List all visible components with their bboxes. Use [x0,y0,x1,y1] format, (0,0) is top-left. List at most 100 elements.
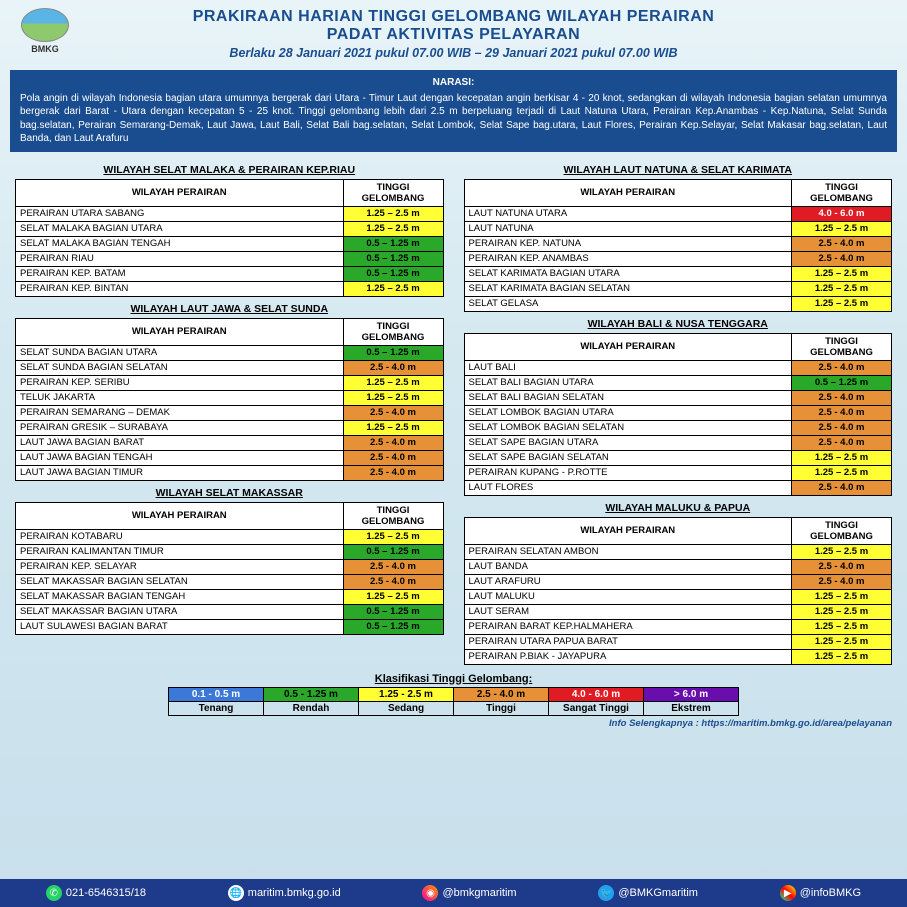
area-name: PERAIRAN KEP. ANAMBAS [464,251,792,266]
col-header-area: WILAYAH PERAIRAN [16,318,344,345]
area-name: PERAIRAN SELATAN AMBON [464,544,792,559]
area-name: LAUT MALUKU [464,589,792,604]
legend-range: > 6.0 m [644,687,739,701]
narasi-box: NARASI: Pola angin di wilayah Indonesia … [10,70,897,152]
area-name: SELAT SUNDA BAGIAN UTARA [16,345,344,360]
section-title: WILAYAH LAUT JAWA & SELAT SUNDA [15,303,444,315]
section-title: WILAYAH MALUKU & PAPUA [464,502,893,514]
wave-height: 1.25 – 2.5 m [343,529,443,544]
area-name: PERAIRAN RIAU [16,251,344,266]
area-name: SELAT MAKASSAR BAGIAN SELATAN [16,574,344,589]
legend-table: 0.1 - 0.5 m0.5 - 1.25 m1.25 - 2.5 m2.5 -… [168,687,739,716]
wave-height: 1.25 – 2.5 m [343,221,443,236]
area-name: SELAT BALI BAGIAN UTARA [464,375,792,390]
table-row: PERAIRAN KOTABARU1.25 – 2.5 m [16,529,444,544]
table-row: LAUT SERAM1.25 – 2.5 m [464,604,892,619]
table-row: PERAIRAN UTARA PAPUA BARAT1.25 – 2.5 m [464,634,892,649]
area-name: SELAT LOMBOK BAGIAN SELATAN [464,420,792,435]
area-name: LAUT SULAWESI BAGIAN BARAT [16,619,344,634]
wave-table: WILAYAH PERAIRANTINGGI GELOMBANGLAUT NAT… [464,179,893,312]
table-row: PERAIRAN RIAU0.5 – 1.25 m [16,251,444,266]
tables-columns: WILAYAH SELAT MALAKA & PERAIRAN KEP.RIAU… [0,158,907,665]
instagram-icon: ◉ [422,885,438,901]
legend-label: Sangat Tinggi [549,701,644,715]
area-name: PERAIRAN GRESIK – SURABAYA [16,420,344,435]
area-name: LAUT BANDA [464,559,792,574]
wave-height: 1.25 – 2.5 m [343,375,443,390]
wave-height: 0.5 – 1.25 m [343,236,443,251]
table-row: LAUT BANDA2.5 - 4.0 m [464,559,892,574]
wave-height: 1.25 – 2.5 m [792,589,892,604]
area-name: PERAIRAN P.BIAK - JAYAPURA [464,649,792,664]
twitter-icon: 🐦 [598,885,614,901]
area-name: SELAT SAPE BAGIAN SELATAN [464,450,792,465]
table-row: LAUT FLORES2.5 - 4.0 m [464,480,892,495]
area-name: SELAT MAKASSAR BAGIAN UTARA [16,604,344,619]
table-row: PERAIRAN KALIMANTAN TIMUR0.5 – 1.25 m [16,544,444,559]
wave-table: WILAYAH PERAIRANTINGGI GELOMBANGPERAIRAN… [464,517,893,665]
legend-label: Tinggi [454,701,549,715]
section-title: WILAYAH SELAT MALAKA & PERAIRAN KEP.RIAU [15,164,444,176]
wave-height: 1.25 – 2.5 m [792,465,892,480]
validity-subtitle: Berlaku 28 Januari 2021 pukul 07.00 WIB … [10,46,897,60]
wave-height: 1.25 – 2.5 m [343,281,443,296]
area-name: LAUT FLORES [464,480,792,495]
area-name: LAUT ARAFURU [464,574,792,589]
table-row: SELAT SAPE BAGIAN UTARA2.5 - 4.0 m [464,435,892,450]
wave-height: 2.5 - 4.0 m [343,450,443,465]
legend-range: 2.5 - 4.0 m [454,687,549,701]
table-row: PERAIRAN SELATAN AMBON1.25 – 2.5 m [464,544,892,559]
wave-height: 2.5 - 4.0 m [343,559,443,574]
area-name: SELAT GELASA [464,296,792,311]
table-row: PERAIRAN KEP. SELAYAR2.5 - 4.0 m [16,559,444,574]
table-row: SELAT MAKASSAR BAGIAN SELATAN2.5 - 4.0 m [16,574,444,589]
table-row: LAUT JAWA BAGIAN BARAT2.5 - 4.0 m [16,435,444,450]
legend-label: Ekstrem [644,701,739,715]
area-name: SELAT MALAKA BAGIAN UTARA [16,221,344,236]
area-name: LAUT JAWA BAGIAN TENGAH [16,450,344,465]
table-row: SELAT SUNDA BAGIAN UTARA0.5 – 1.25 m [16,345,444,360]
wave-height: 1.25 – 2.5 m [343,420,443,435]
table-row: TELUK JAKARTA1.25 – 2.5 m [16,390,444,405]
area-name: SELAT MALAKA BAGIAN TENGAH [16,236,344,251]
table-row: SELAT MAKASSAR BAGIAN TENGAH1.25 – 2.5 m [16,589,444,604]
col-header-height: TINGGI GELOMBANG [343,179,443,206]
wave-height: 0.5 – 1.25 m [343,544,443,559]
legend-range: 4.0 - 6.0 m [549,687,644,701]
wave-height: 1.25 – 2.5 m [792,649,892,664]
legend: Klasifikasi Tinggi Gelombang: 0.1 - 0.5 … [15,673,892,716]
legend-range: 0.5 - 1.25 m [264,687,359,701]
table-row: LAUT ARAFURU2.5 - 4.0 m [464,574,892,589]
table-row: LAUT JAWA BAGIAN TIMUR2.5 - 4.0 m [16,465,444,480]
area-name: LAUT NATUNA UTARA [464,206,792,221]
wave-height: 2.5 - 4.0 m [792,390,892,405]
col-header-height: TINGGI GELOMBANG [792,517,892,544]
area-name: PERAIRAN UTARA PAPUA BARAT [464,634,792,649]
table-row: SELAT LOMBOK BAGIAN UTARA2.5 - 4.0 m [464,405,892,420]
wave-height: 0.5 – 1.25 m [343,266,443,281]
wave-height: 2.5 - 4.0 m [343,435,443,450]
wave-height: 1.25 – 2.5 m [792,450,892,465]
table-row: PERAIRAN KEP. NATUNA2.5 - 4.0 m [464,236,892,251]
table-row: SELAT SAPE BAGIAN SELATAN1.25 – 2.5 m [464,450,892,465]
footer-instagram: ◉@bmkgmaritim [422,885,516,901]
table-row: SELAT MALAKA BAGIAN UTARA1.25 – 2.5 m [16,221,444,236]
table-row: LAUT MALUKU1.25 – 2.5 m [464,589,892,604]
table-row: PERAIRAN KEP. BATAM0.5 – 1.25 m [16,266,444,281]
section-title: WILAYAH LAUT NATUNA & SELAT KARIMATA [464,164,893,176]
section-title: WILAYAH BALI & NUSA TENGGARA [464,318,893,330]
legend-label: Rendah [264,701,359,715]
col-header-area: WILAYAH PERAIRAN [464,333,792,360]
legend-label: Sedang [359,701,454,715]
table-row: SELAT GELASA1.25 – 2.5 m [464,296,892,311]
table-row: LAUT NATUNA1.25 – 2.5 m [464,221,892,236]
area-name: SELAT BALI BAGIAN SELATAN [464,390,792,405]
area-name: PERAIRAN UTARA SABANG [16,206,344,221]
playstore-icon: ▶ [780,885,796,901]
right-column: WILAYAH LAUT NATUNA & SELAT KARIMATA WILA… [464,158,893,665]
area-name: PERAIRAN KEP. SERIBU [16,375,344,390]
wave-height: 0.5 – 1.25 m [343,619,443,634]
area-name: PERAIRAN SEMARANG – DEMAK [16,405,344,420]
table-row: LAUT JAWA BAGIAN TENGAH2.5 - 4.0 m [16,450,444,465]
wave-height: 2.5 - 4.0 m [792,360,892,375]
